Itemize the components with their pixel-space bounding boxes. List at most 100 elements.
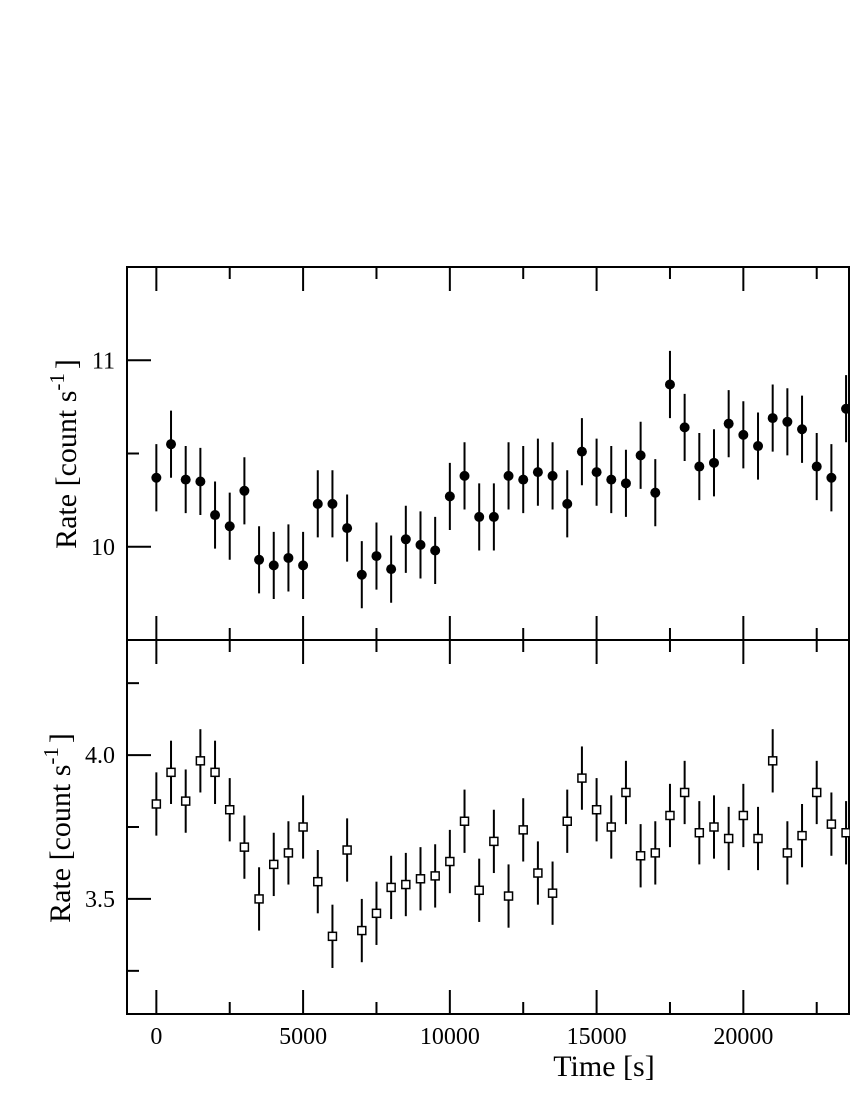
- data-point: [782, 848, 793, 858]
- data-point: [782, 416, 793, 427]
- data-point: [797, 830, 807, 841]
- data-point: [620, 478, 631, 489]
- data-point: [503, 891, 514, 901]
- data-point: [415, 874, 426, 884]
- x-tick-label: 20000: [713, 1024, 773, 1050]
- data-point: [767, 413, 778, 424]
- data-point: [694, 828, 705, 838]
- data-point: [386, 564, 397, 575]
- bottom-ylabel: Rate [count s-1]: [39, 733, 77, 923]
- data-point: [562, 816, 572, 826]
- data-point: [268, 859, 279, 870]
- data-point: [811, 461, 822, 472]
- data-point: [488, 511, 499, 522]
- data-point: [841, 403, 850, 414]
- data-point: [679, 787, 690, 798]
- y-tick-label: 10: [91, 535, 115, 561]
- data-point: [650, 487, 661, 498]
- data-point: [635, 851, 646, 861]
- data-point: [283, 552, 294, 563]
- bottom-panel: 3.5 4.0 0 5000 10000 15000 20000: [85, 639, 850, 1050]
- data-point: [665, 810, 675, 821]
- data-point: [767, 756, 778, 766]
- top-ylabel-main: Rate [count s: [50, 391, 83, 549]
- data-point: [606, 822, 617, 832]
- bottom-ylabel-sup: -1: [39, 747, 63, 765]
- data-point: [708, 457, 719, 468]
- data-point: [811, 787, 822, 798]
- data-point: [239, 842, 250, 852]
- data-point: [694, 461, 705, 472]
- data-point: [841, 828, 850, 838]
- data-point: [738, 810, 749, 821]
- data-point: [621, 787, 631, 798]
- data-point: [180, 474, 191, 485]
- x-axis-title: Time [s]: [553, 1050, 654, 1083]
- data-point: [650, 848, 661, 858]
- data-point: [445, 856, 455, 867]
- data-point: [239, 485, 250, 496]
- data-point: [459, 470, 470, 481]
- data-point: [342, 845, 352, 855]
- data-point: [415, 539, 426, 550]
- top-ylabel-sup: -1: [45, 373, 69, 391]
- data-point: [386, 882, 396, 893]
- data-point: [797, 424, 808, 435]
- data-point: [166, 439, 177, 450]
- data-point: [532, 467, 543, 478]
- data-point: [826, 819, 837, 829]
- data-point: [503, 470, 514, 481]
- data-point: [327, 931, 338, 942]
- data-point: [533, 868, 543, 878]
- data-point: [459, 816, 470, 826]
- top-panel: 10 11: [91, 266, 850, 641]
- data-point: [738, 429, 749, 440]
- data-point: [577, 773, 587, 783]
- data-point: [400, 534, 411, 545]
- x-tick-label: 5000: [279, 1024, 327, 1050]
- data-point: [547, 470, 558, 481]
- plot-frame: [126, 639, 850, 1015]
- data-point: [313, 876, 323, 887]
- data-point: [709, 822, 719, 832]
- data-point: [489, 836, 499, 847]
- data-point: [195, 756, 206, 766]
- data-point: [224, 521, 235, 532]
- data-point: [591, 467, 602, 478]
- data-point: [826, 472, 837, 483]
- x-tick-label: 10000: [420, 1024, 480, 1050]
- plot-frame: [126, 266, 850, 641]
- data-point: [635, 450, 646, 461]
- y-tick-label: 4.0: [85, 743, 115, 769]
- data-point: [268, 560, 279, 571]
- data-point: [254, 554, 265, 565]
- data-point: [298, 560, 309, 571]
- data-point: [210, 510, 221, 521]
- x-tick-label: 15000: [567, 1024, 627, 1050]
- bottom-ylabel-main: Rate [count s: [44, 765, 77, 923]
- data-point: [664, 379, 675, 390]
- data-point: [254, 894, 264, 904]
- data-point: [180, 796, 191, 806]
- top-ylabel: Rate [count s-1]: [45, 359, 83, 549]
- data-point: [283, 848, 294, 858]
- data-point: [518, 474, 529, 485]
- data-point: [430, 871, 440, 881]
- data-point: [312, 498, 323, 509]
- y-tick-label: 3.5: [85, 887, 115, 913]
- data-point: [547, 888, 558, 898]
- data-point: [371, 551, 382, 562]
- data-point: [723, 833, 734, 844]
- data-point: [371, 908, 382, 919]
- data-point: [591, 804, 602, 815]
- bottom-ylabel-end: ]: [44, 733, 77, 743]
- data-point: [327, 498, 338, 509]
- data-point: [474, 885, 484, 896]
- data-point: [356, 569, 367, 580]
- data-point: [518, 825, 528, 835]
- data-point: [753, 833, 763, 844]
- data-point: [576, 446, 587, 457]
- data-point: [444, 491, 455, 502]
- data-point: [430, 545, 441, 556]
